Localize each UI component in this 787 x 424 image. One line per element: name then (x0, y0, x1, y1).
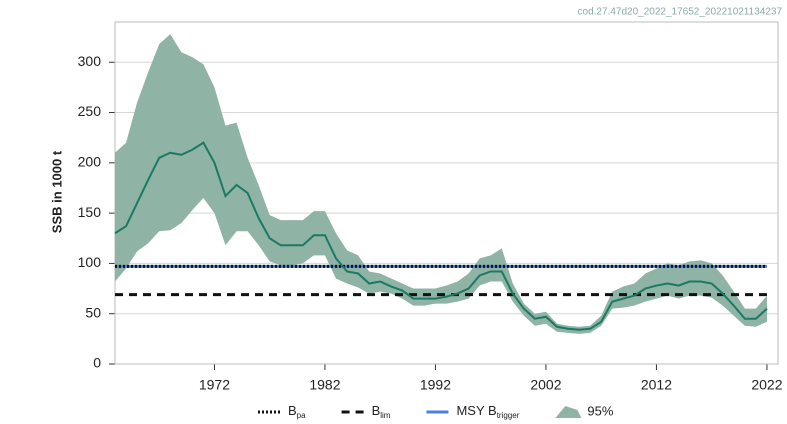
y-tick-label: 200 (78, 154, 102, 170)
y-axis-label: SSB in 1000 t (49, 150, 64, 233)
y-tick-label: 100 (78, 254, 102, 270)
legend-swatch (555, 406, 582, 418)
x-tick-label: 1982 (309, 377, 340, 393)
y-tick-label: 0 (93, 355, 101, 371)
legend-label-main: B (372, 403, 381, 418)
legend-label: Blim (372, 403, 391, 420)
legend-label-sub: trigger (497, 411, 520, 420)
y-tick-label: 50 (85, 304, 101, 320)
legend-label-main: B (288, 403, 297, 418)
x-tick-label: 2012 (641, 377, 672, 393)
legend-label: 95% (587, 403, 613, 418)
legend-label: MSY Btrigger (456, 403, 519, 420)
legend-label-sub: lim (380, 411, 391, 420)
y-tick-label: 300 (78, 53, 102, 69)
legend-label-sub: pa (297, 411, 306, 420)
ssb-line (114, 141, 768, 331)
y-tick-label: 250 (78, 103, 102, 119)
x-tick-label: 1992 (420, 377, 451, 393)
legend-label: Bpa (288, 403, 306, 420)
x-tick-label: 2002 (530, 377, 561, 393)
id-label: cod.27.47d20_2022_17652_20221021134237 (578, 7, 783, 18)
confidence-band (115, 34, 767, 334)
x-tick-label: 1972 (199, 377, 230, 393)
legend-label-main: MSY B (456, 403, 496, 418)
x-tick-label: 2022 (751, 377, 782, 393)
y-tick-label: 150 (78, 204, 102, 220)
